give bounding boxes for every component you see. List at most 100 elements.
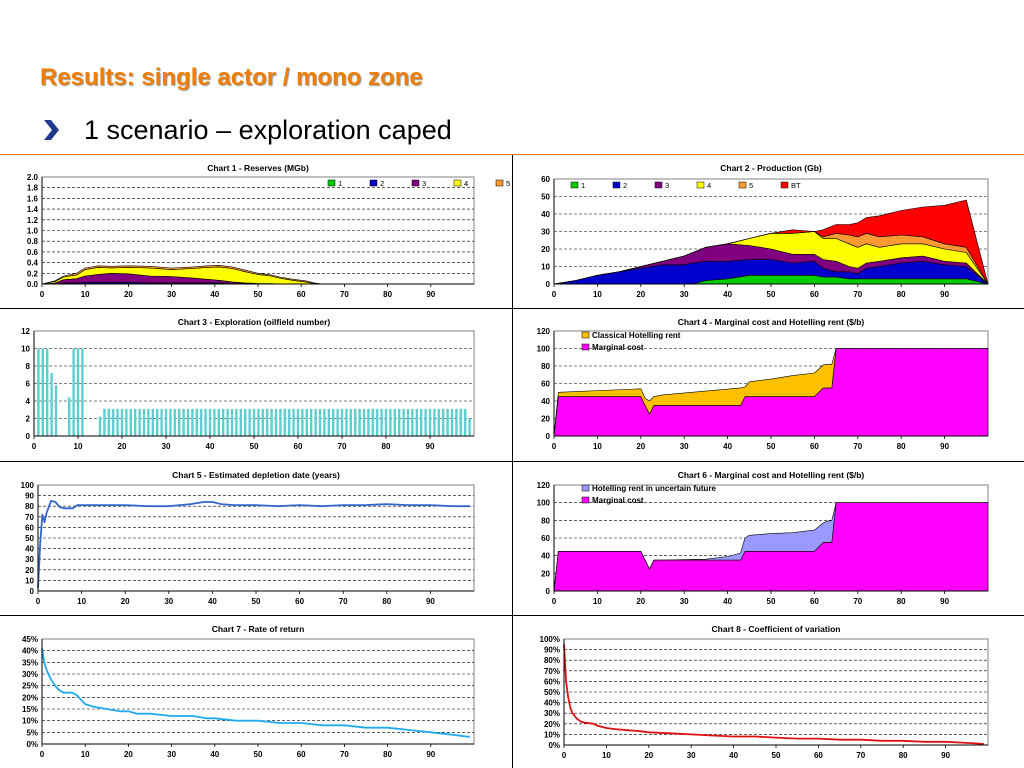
chart5-xtick-label: 60 [295, 597, 304, 606]
chart2-legend-swatch [570, 181, 579, 189]
chart3-title: Chart 3 - Exploration (oilfield number) [178, 317, 331, 327]
chart3-bar [424, 408, 427, 436]
chart3-bar [274, 408, 278, 436]
chart5-ytick-label: 80 [25, 502, 34, 511]
chart2-ytick-label: 10 [541, 263, 550, 272]
chart3-ytick-label: 10 [21, 345, 30, 354]
chart6-xtick-label: 40 [723, 597, 732, 606]
chart3-bar [340, 408, 344, 436]
chart4-xtick-label: 50 [767, 442, 776, 451]
chart7-plot-area [41, 638, 475, 745]
chart8-xtick-label: 90 [941, 751, 950, 760]
chart4-legend-swatch [581, 331, 590, 339]
chart3-bar [362, 408, 366, 436]
bullet-row: 1 scenario – exploration caped [40, 112, 452, 148]
chart6-legend-swatch [581, 484, 590, 492]
chart1-xtick-label: 40 [210, 290, 219, 299]
chart3-bar [239, 408, 243, 436]
chart7-panel: Chart 7 - Rate of return 0% 5% 10% 15% 20% 25%… [0, 619, 510, 768]
chart4-xtick-label: 10 [593, 442, 602, 451]
chart3-bar [367, 408, 370, 436]
chart6-ytick-label: 20 [541, 569, 550, 578]
chart2-xtick-label: 60 [810, 290, 819, 299]
chart3-bar [177, 408, 181, 436]
chart3-bar [235, 408, 238, 436]
chart7-xtick-label: 10 [81, 750, 90, 759]
chart7-xtick-label: 0 [40, 750, 45, 759]
chart8-xtick-label: 30 [687, 751, 696, 760]
chart3-xtick-label: 80 [382, 442, 391, 451]
chart3-bar [204, 408, 207, 436]
chart1-legend-swatch [411, 179, 420, 187]
chart7-xtick-label: 50 [254, 750, 263, 759]
chart3-bar [279, 408, 282, 436]
chart3-bar [191, 408, 194, 436]
chart1-legend-swatch [369, 179, 378, 187]
chart3-bar [415, 408, 419, 436]
chart3-bar [389, 408, 392, 436]
chart3-bar [270, 408, 273, 436]
chart4-legend-swatch [581, 343, 590, 351]
chart8-series-line [563, 644, 984, 745]
chart3-bar [155, 408, 159, 436]
chart6-xtick-label: 30 [680, 597, 689, 606]
chart1-ytick-label: 0.4 [27, 259, 39, 268]
chart3-bar [133, 408, 137, 436]
chart2-xtick-label: 10 [593, 290, 602, 299]
chart5-ytick-label: 10 [25, 576, 34, 585]
chart3-bar [433, 408, 436, 436]
chart4-xtick-label: 40 [723, 442, 732, 451]
chart2-ytick-label: 40 [541, 210, 550, 219]
chart8-xtick-label: 60 [814, 751, 823, 760]
chart6-xtick-label: 60 [810, 597, 819, 606]
chart1-legend-swatch [495, 179, 504, 187]
chart3-bar [265, 408, 269, 436]
chart1-legend-swatch [327, 179, 336, 187]
chart2-xtick-label: 70 [853, 290, 862, 299]
chart7-ytick-label: 25% [22, 682, 38, 691]
chart1-ytick-label: 1.6 [27, 194, 39, 203]
chart3-bar [411, 408, 414, 436]
chart1-legend-label: 5 [506, 179, 510, 188]
chart7-ytick-label: 20% [22, 693, 38, 702]
chart8-xtick-label: 10 [602, 751, 611, 760]
chart5-xtick-label: 40 [208, 597, 217, 606]
chart4-marginal-cost-hotelling: Chart 4 - Marginal cost and Hotelling re… [537, 317, 989, 451]
chart6-xtick-label: 70 [853, 597, 862, 606]
chart1-legend-label: 4 [464, 179, 468, 188]
chart3-bar [208, 408, 212, 436]
chart6-ytick-label: 80 [541, 516, 550, 525]
chart6-xtick-label: 50 [767, 597, 776, 606]
chart8-xtick-label: 20 [644, 751, 653, 760]
chart7-xtick-label: 20 [124, 750, 133, 759]
chart3-bar [160, 408, 163, 436]
chart1-ytick-label: 0.2 [27, 269, 39, 278]
chart7-xtick-label: 70 [340, 750, 349, 759]
chart3-bar [54, 385, 58, 436]
chart4-legend-label: Marginal cost [592, 343, 644, 352]
chart5-xtick-label: 0 [36, 597, 41, 606]
chart3-bar [221, 408, 225, 436]
chart5-ytick-label: 20 [25, 566, 34, 575]
chart5-xtick-label: 10 [77, 597, 86, 606]
chart3-ytick-label: 8 [26, 362, 31, 371]
header-rule [0, 154, 1024, 155]
chart3-bar [437, 408, 441, 436]
chart2-xtick-label: 90 [940, 290, 949, 299]
chart7-xtick-label: 60 [297, 750, 306, 759]
chart8-xtick-label: 50 [772, 751, 781, 760]
chart5-xtick-label: 20 [121, 597, 130, 606]
chart3-bar [318, 408, 322, 436]
chart3-bar [252, 408, 256, 436]
chart5-xtick-label: 80 [382, 597, 391, 606]
chart3-bar [283, 408, 287, 436]
chart3-bar [455, 408, 458, 436]
chart3-bar [261, 408, 265, 436]
chart2-xtick-label: 0 [552, 290, 557, 299]
chart3-bar [296, 408, 300, 436]
chart3-bar [446, 408, 449, 436]
chart1-ytick-label: 1.2 [27, 216, 39, 225]
chart8-ytick-label: 0% [548, 741, 560, 750]
chart8-title: Chart 8 - Coefficient of variation [712, 624, 841, 634]
chart3-bar [41, 348, 45, 436]
